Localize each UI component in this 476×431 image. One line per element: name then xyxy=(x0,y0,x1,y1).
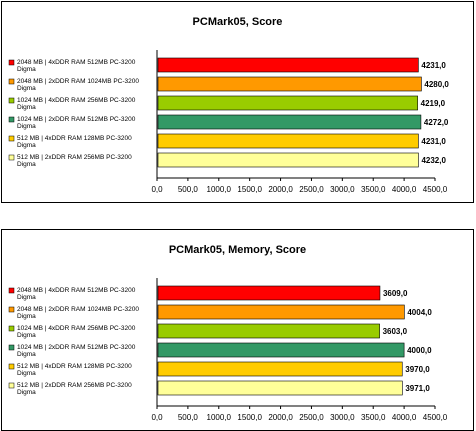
legend-swatch xyxy=(8,116,15,123)
data-label: 4004,0 xyxy=(407,308,432,317)
legend-entry: 512 MB | 4xDDR RAM 128MB PC-3200 Digma xyxy=(17,135,132,149)
chart-title: PCMark05, Memory, Score xyxy=(168,244,307,256)
data-label: 4219,0 xyxy=(421,99,446,108)
legend-swatch xyxy=(8,154,15,161)
legend-entry: 2048 MB | 4xDDR RAM 512MB PC-3200 Digma xyxy=(17,287,136,301)
x-tick-label: 500,0 xyxy=(178,413,199,422)
data-label: 3603,0 xyxy=(383,327,408,336)
bar xyxy=(157,380,403,396)
legend-swatch xyxy=(8,344,15,351)
chart-panel-pcmark-memory-score: PCMark05, Memory, Score 0,0 500,0 1000,0 15… xyxy=(1,229,474,431)
x-tick-label: 0,0 xyxy=(151,185,163,194)
legend-entry: 1024 MB | 4xDDR RAM 256MB PC-3200 Digma xyxy=(17,97,136,111)
legend-entry: 1024 MB | 4xDDR RAM 256MB PC-3200 Digma xyxy=(17,325,136,339)
bar xyxy=(157,133,419,149)
x-tick-label: 4000,0 xyxy=(392,413,417,422)
legend-swatch xyxy=(8,325,15,332)
bar-chart-pcmark-memory-score: 0,0 500,0 1000,0 1500,0 2000,0 2500,0 3000,0 35… xyxy=(8,278,448,422)
x-tick-label: 4000,0 xyxy=(392,185,417,194)
x-tick-label: 2000,0 xyxy=(268,185,293,194)
legend-swatch xyxy=(8,78,15,85)
data-label: 4272,0 xyxy=(424,118,449,127)
x-tick-label: 2500,0 xyxy=(299,185,324,194)
legend-entry: 2048 MB | 2xDDR RAM 1024MB PC-3200 Digma xyxy=(17,306,139,320)
data-label: 4232,0 xyxy=(421,156,446,165)
x-tick-label: 2000,0 xyxy=(268,413,293,422)
legend-entry: 512 MB | 4xDDR RAM 128MB PC-3200 Digma xyxy=(17,363,132,377)
legend-swatch xyxy=(8,382,15,389)
x-tick-label: 0,0 xyxy=(151,413,163,422)
x-tick-label: 1500,0 xyxy=(237,413,262,422)
x-tick-label: 4500,0 xyxy=(423,413,448,422)
x-tick-label: 3500,0 xyxy=(361,185,386,194)
chart-title: PCMark05, Score xyxy=(192,16,283,28)
bar xyxy=(157,323,380,339)
bar xyxy=(157,95,418,111)
legend-entry: 512 MB | 2xDDR RAM 256MB PC-3200 Digma xyxy=(17,382,132,396)
bar xyxy=(157,57,419,73)
x-tick-label: 2500,0 xyxy=(299,413,324,422)
data-label: 4280,0 xyxy=(424,80,449,89)
bar xyxy=(157,361,403,377)
x-tick-label: 3000,0 xyxy=(330,185,355,194)
legend-swatch xyxy=(8,287,15,294)
x-tick-label: 4500,0 xyxy=(423,185,448,194)
legend-entry: 512 MB | 2xDDR RAM 256MB PC-3200 Digma xyxy=(17,154,132,168)
legend-swatch xyxy=(8,363,15,370)
bar xyxy=(157,152,419,168)
legend-swatch xyxy=(8,97,15,104)
data-label: 3609,0 xyxy=(383,289,408,298)
data-label: 4231,0 xyxy=(421,61,446,70)
data-label: 4000,0 xyxy=(407,346,432,355)
chart-panel-pcmark-score: PCMark05, Score 0,0 500,0 1000,0 1500,0 2000… xyxy=(1,1,474,203)
bar xyxy=(157,114,422,130)
legend-entry: 2048 MB | 4xDDR RAM 512MB PC-3200 Digma xyxy=(17,59,136,73)
bar xyxy=(157,76,422,92)
x-tick-label: 1000,0 xyxy=(207,413,232,422)
bar-chart-pcmark-score: 0,0 500,0 1000,0 1500,0 2000,0 2500,0 3000,0 35… xyxy=(8,50,449,194)
x-tick-label: 3000,0 xyxy=(330,413,355,422)
legend-swatch xyxy=(8,306,15,313)
legend-entry: 1024 MB | 2xDDR RAM 512MB PC-3200 Digma xyxy=(17,344,136,358)
x-tick-label: 3500,0 xyxy=(361,413,386,422)
legend-swatch xyxy=(8,59,15,66)
x-tick-label: 1000,0 xyxy=(207,185,232,194)
data-label: 3971,0 xyxy=(405,384,430,393)
x-tick-label: 1500,0 xyxy=(237,185,262,194)
data-label: 4231,0 xyxy=(421,137,446,146)
bar xyxy=(157,304,405,320)
legend-swatch xyxy=(8,135,15,142)
bar xyxy=(157,285,381,301)
legend-entry: 2048 MB | 2xDDR RAM 1024MB PC-3200 Digma xyxy=(17,78,139,92)
legend-entry: 1024 MB | 2xDDR RAM 512MB PC-3200 Digma xyxy=(17,116,136,130)
bar xyxy=(157,342,405,358)
data-label: 3970,0 xyxy=(405,365,430,374)
x-tick-label: 500,0 xyxy=(178,185,199,194)
